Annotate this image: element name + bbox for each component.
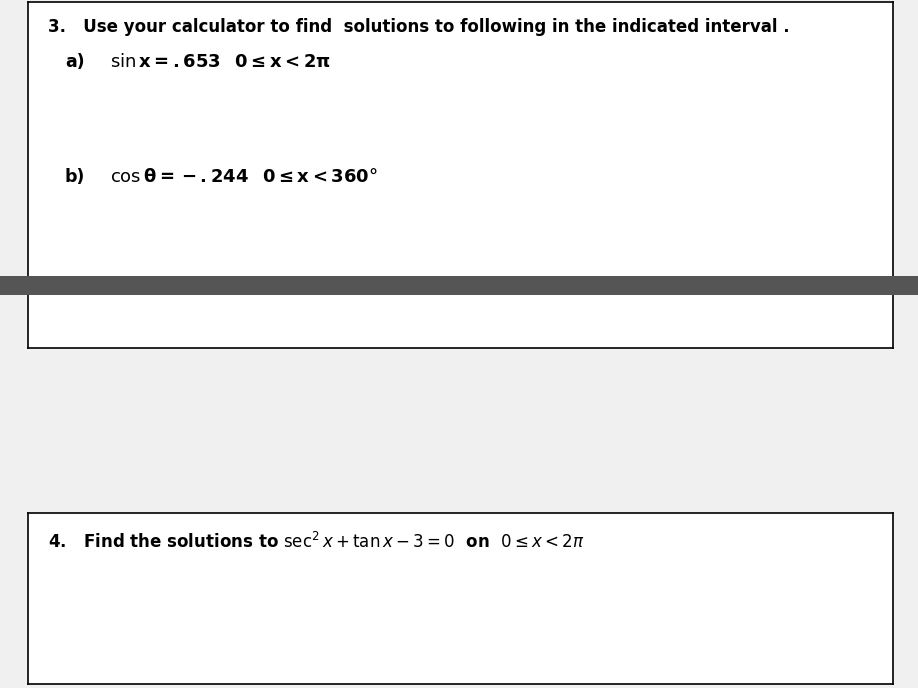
Text: a): a): [65, 53, 84, 71]
Text: 3.   Use your calculator to find  solutions to following in the indicated interv: 3. Use your calculator to find solutions…: [48, 18, 789, 36]
Text: b): b): [65, 168, 85, 186]
Text: $\mathbf{\sin x = .653\;\;\; 0 \leq x < 2\pi}$: $\mathbf{\sin x = .653\;\;\; 0 \leq x < …: [110, 53, 330, 71]
FancyBboxPatch shape: [0, 276, 918, 295]
Text: 4.   Find the solutions to $\sec^2 x + \tan x - 3 = 0$  on  $0 \leq x < 2\pi$: 4. Find the solutions to $\sec^2 x + \ta…: [48, 532, 585, 552]
Text: $\mathbf{\cos\theta = -.244\;\;\; 0 \leq x < 360°}$: $\mathbf{\cos\theta = -.244\;\;\; 0 \leq…: [110, 168, 377, 186]
FancyBboxPatch shape: [28, 513, 893, 684]
FancyBboxPatch shape: [28, 2, 893, 348]
